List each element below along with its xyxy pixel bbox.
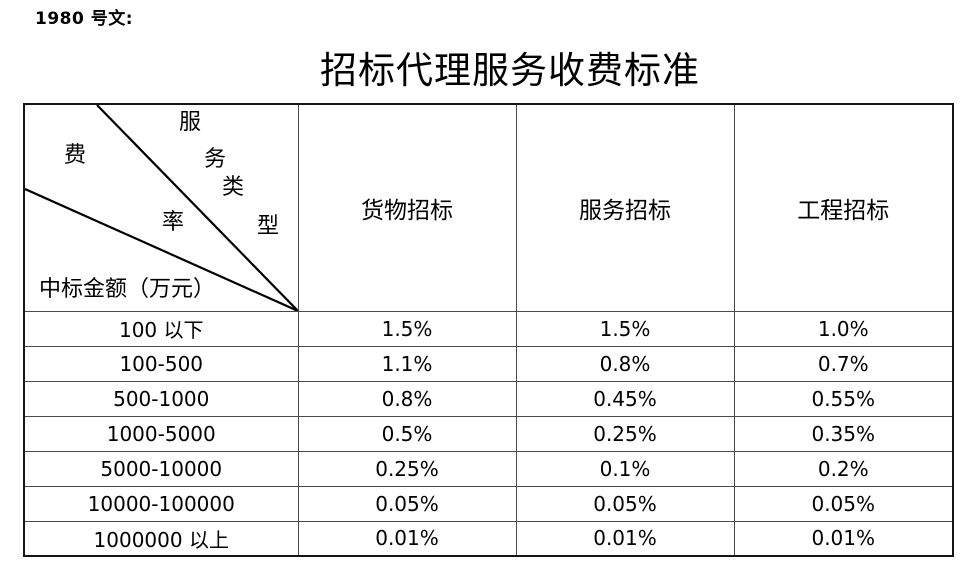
column-header-engineering: 工程招标	[733, 103, 954, 312]
service-rate-cell: 0.05%	[515, 485, 735, 522]
amount-cell: 500-1000	[23, 380, 299, 417]
goods-rate-cell: 0.5%	[297, 415, 517, 452]
service-rate-cell: 0.45%	[515, 380, 735, 417]
corner-header-cell: 服 务 类 型 费 率 中标金额（万元）	[23, 103, 299, 312]
fee-rate-char: 率	[161, 210, 185, 235]
service-type-char: 类	[221, 175, 245, 200]
column-header-goods: 货物招标	[297, 103, 517, 312]
engineering-rate-cell: 0.35%	[733, 415, 954, 452]
page-title: 招标代理服务收费标准	[320, 49, 700, 92]
service-rate-cell: 0.8%	[515, 345, 735, 382]
column-header-service: 服务招标	[515, 103, 735, 312]
service-rate-cell: 0.1%	[515, 450, 735, 487]
service-rate-cell: 1.5%	[515, 310, 735, 347]
diagonal-line-lower	[25, 187, 297, 310]
goods-rate-cell: 1.1%	[297, 345, 517, 382]
service-type-char: 务	[203, 147, 227, 172]
table-row: 5000-10000 0.25% 0.1% 0.2%	[23, 450, 954, 487]
engineering-rate-cell: 0.01%	[733, 520, 954, 557]
table-row: 1000-5000 0.5% 0.25% 0.35%	[23, 415, 954, 452]
diagonal-lines	[25, 105, 297, 310]
service-type-char: 型	[256, 214, 280, 239]
amount-cell: 1000000 以上	[23, 520, 299, 557]
table-row: 1000000 以上 0.01% 0.01% 0.01%	[23, 520, 954, 557]
amount-cell: 10000-100000	[23, 485, 299, 522]
amount-axis-label: 中标金额（万元）	[39, 277, 216, 302]
service-rate-cell: 0.25%	[515, 415, 735, 452]
amount-cell: 100 以下	[23, 310, 299, 347]
goods-rate-cell: 0.05%	[297, 485, 517, 522]
amount-cell: 5000-10000	[23, 450, 299, 487]
amount-cell: 1000-5000	[23, 415, 299, 452]
table-row: 100-500 1.1% 0.8% 0.7%	[23, 345, 954, 382]
engineering-rate-cell: 0.05%	[733, 485, 954, 522]
table-row: 500-1000 0.8% 0.45% 0.55%	[23, 380, 954, 417]
fee-table: 服 务 类 型 费 率 中标金额（万元） 货物招标 服务招标 工程招标 100 …	[23, 103, 954, 557]
engineering-rate-cell: 0.2%	[733, 450, 954, 487]
table-row: 10000-100000 0.05% 0.05% 0.05%	[23, 485, 954, 522]
goods-rate-cell: 0.8%	[297, 380, 517, 417]
amount-cell: 100-500	[23, 345, 299, 382]
doc-number: 1980 号文:	[35, 9, 134, 29]
goods-rate-cell: 0.01%	[297, 520, 517, 557]
engineering-rate-cell: 1.0%	[733, 310, 954, 347]
goods-rate-cell: 0.25%	[297, 450, 517, 487]
table-row: 100 以下 1.5% 1.5% 1.0%	[23, 310, 954, 347]
service-type-char: 服	[178, 110, 202, 135]
diagonal-line-upper	[96, 105, 297, 310]
header-row: 服 务 类 型 费 率 中标金额（万元） 货物招标 服务招标 工程招标	[23, 103, 954, 312]
engineering-rate-cell: 0.55%	[733, 380, 954, 417]
engineering-rate-cell: 0.7%	[733, 345, 954, 382]
goods-rate-cell: 1.5%	[297, 310, 517, 347]
service-rate-cell: 0.01%	[515, 520, 735, 557]
fee-rate-char: 费	[63, 143, 87, 168]
